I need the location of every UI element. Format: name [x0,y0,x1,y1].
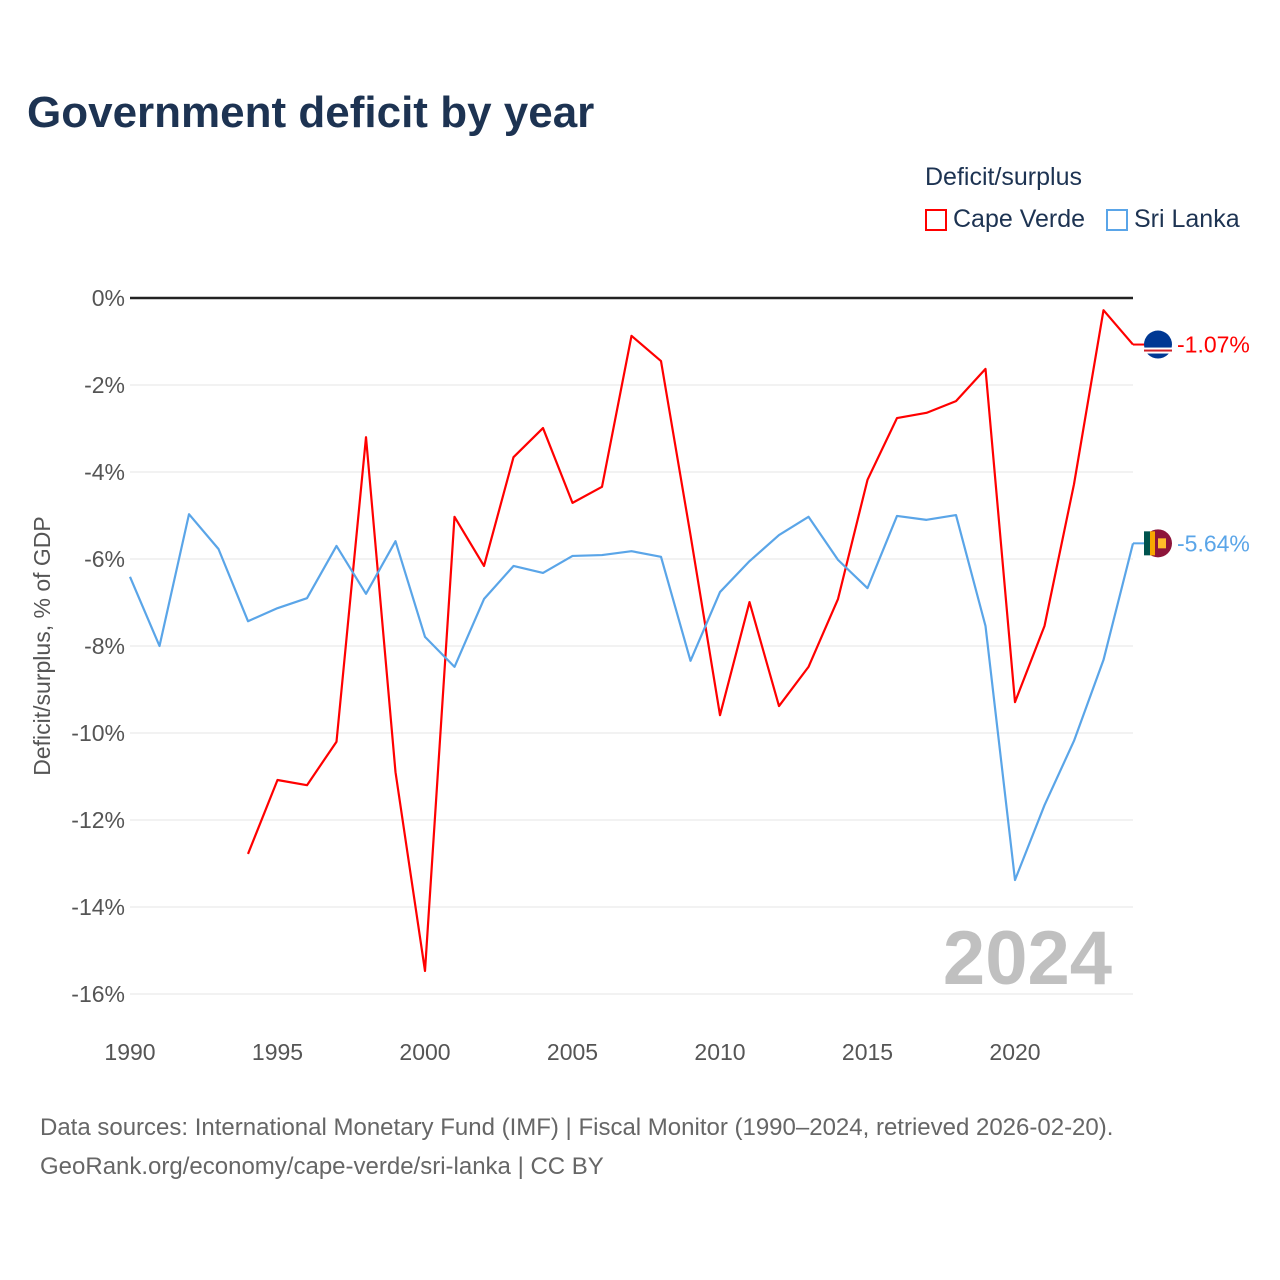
x-tick-label: 2010 [694,1039,745,1065]
legend-item-cape-verde[interactable]: Cape Verde [925,205,1085,234]
y-tick-label: -16% [71,981,125,1007]
flag-stripe [1150,531,1155,556]
source-url[interactable]: GeoRank.org/economy/cape-verde/sri-lanka… [40,1153,604,1180]
y-tick-label: -4% [84,459,125,485]
x-tick-label: 2005 [547,1039,598,1065]
y-tick-label: 0% [92,285,125,311]
flag-lion [1158,538,1166,549]
series-line-sri-lanka [128,513,1135,882]
x-tick-label: 2000 [399,1039,450,1065]
x-tick-label: 2020 [989,1039,1040,1065]
legend-item-sri-lanka[interactable]: Sri Lanka [1106,205,1240,234]
page-title: Government deficit by year [27,88,595,137]
y-tick-label: -2% [84,372,125,398]
y-tick-label: -14% [71,894,125,920]
source-line: Data sources: International Monetary Fun… [40,1114,1114,1141]
legend-label: Sri Lanka [1134,205,1240,233]
end-value-label: -5.64% [1177,530,1250,556]
x-tick-label: 1995 [252,1039,303,1065]
flag-stripe [1144,531,1150,556]
y-tick-label: -6% [84,546,125,572]
source-note: Data sources: International Monetary Fun… [40,1108,1113,1186]
y-tick-label: -10% [71,720,125,746]
series-line-cape-verde [246,309,1134,973]
flag-stripe [1144,349,1172,352]
legend-swatch [925,208,947,231]
year-watermark: 2024 [943,916,1112,1001]
x-tick-label: 1990 [104,1039,155,1065]
legend-title: Deficit/surplus [925,163,1082,191]
y-axis-label: Deficit/surplus, % of GDP [29,516,55,775]
legend-label: Cape Verde [953,205,1086,233]
y-tick-label: -12% [71,807,125,833]
cape-verde-flag-icon [1144,330,1172,359]
y-tick-label: -8% [84,633,125,659]
legend-swatch [1106,208,1128,231]
end-value-label: -1.07% [1177,332,1250,358]
x-tick-label: 2015 [842,1039,893,1065]
